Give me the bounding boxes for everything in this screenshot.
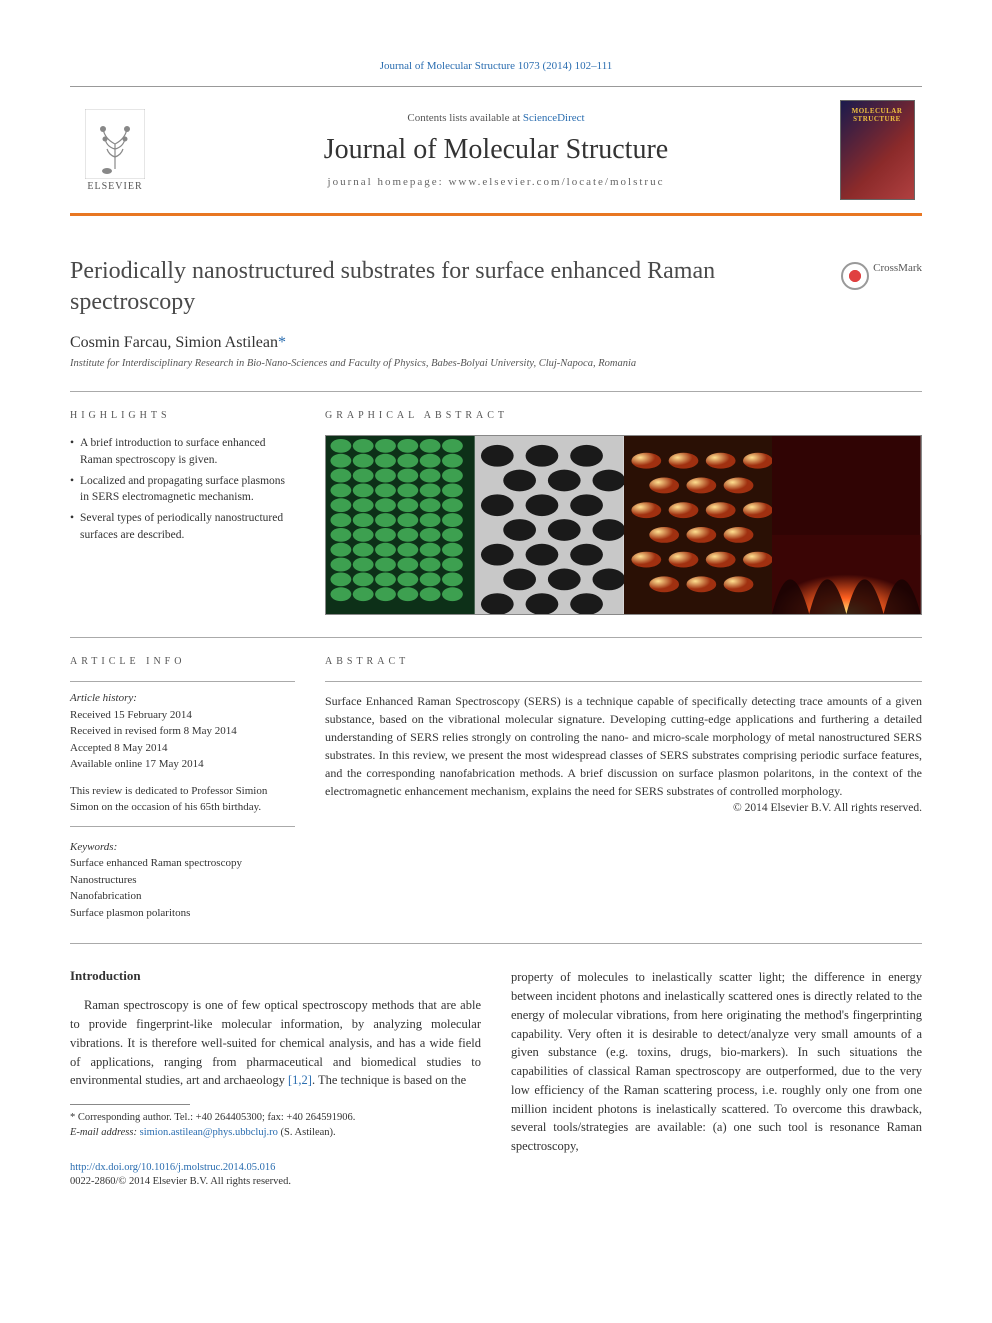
doi-link[interactable]: http://dx.doi.org/10.1016/j.molstruc.201…: [70, 1162, 275, 1173]
crossmark-label: CrossMark: [873, 262, 922, 274]
footer: http://dx.doi.org/10.1016/j.molstruc.201…: [70, 1161, 481, 1190]
divider: [70, 391, 922, 392]
history-item: Received 15 February 2014: [70, 707, 295, 724]
publisher-name: ELSEVIER: [87, 181, 142, 192]
citation-link[interactable]: Journal of Molecular Structure 1073 (201…: [380, 60, 613, 72]
sciencedirect-link[interactable]: ScienceDirect: [523, 112, 585, 124]
body-paragraph: property of molecules to inelastically s…: [511, 968, 922, 1156]
ga-panel-3: [624, 436, 773, 614]
highlights-list: A brief introduction to surface enhanced…: [70, 435, 295, 543]
divider: [325, 681, 922, 682]
highlights-heading: HIGHLIGHTS: [70, 410, 295, 421]
abstract-copyright: © 2014 Elsevier B.V. All rights reserved…: [325, 802, 922, 814]
corresponding-footnote: * Corresponding author. Tel.: +40 264405…: [70, 1111, 481, 1140]
ga-panel-2: [475, 436, 624, 614]
email-label: E-mail address:: [70, 1127, 137, 1138]
email-link[interactable]: simion.astilean@phys.ubbcluj.ro: [140, 1127, 278, 1138]
journal-header: ELSEVIER Contents lists available at Sci…: [70, 86, 922, 216]
highlight-item: A brief introduction to surface enhanced…: [70, 435, 295, 468]
affiliation: Institute for Interdisciplinary Research…: [70, 358, 922, 369]
keyword: Nanostructures: [70, 872, 295, 889]
corresponding-marker: *: [278, 334, 286, 351]
divider: [70, 943, 922, 944]
graphical-abstract: [325, 435, 922, 615]
crossmark-icon: [841, 262, 869, 290]
highlight-item: Several types of periodically nanostruct…: [70, 510, 295, 543]
ga-panel-4: [772, 436, 921, 614]
graphical-abstract-heading: GRAPHICAL ABSTRACT: [325, 410, 922, 421]
body-paragraph: Raman spectroscopy is one of few optical…: [70, 996, 481, 1090]
article-title: Periodically nanostructured substrates f…: [70, 256, 841, 318]
footnote-divider: [70, 1104, 190, 1105]
top-citation: Journal of Molecular Structure 1073 (201…: [70, 60, 922, 72]
history-item: Received in revised form 8 May 2014: [70, 723, 295, 740]
keyword: Surface plasmon polaritons: [70, 905, 295, 922]
ga-panel-1: [326, 436, 475, 614]
history-label: Article history:: [70, 690, 295, 707]
history-item: Available online 17 May 2014: [70, 756, 295, 773]
journal-cover-text: MOLECULAR STRUCTURE: [841, 101, 914, 123]
contents-available: Contents lists available at ScienceDirec…: [160, 112, 832, 124]
divider: [70, 681, 295, 682]
article-info: Article history: Received 15 February 20…: [70, 690, 295, 921]
intro-heading: Introduction: [70, 968, 481, 984]
issn-copyright: 0022-2860/© 2014 Elsevier B.V. All right…: [70, 1175, 481, 1190]
journal-name: Journal of Molecular Structure: [160, 134, 832, 166]
crossmark-badge[interactable]: CrossMark: [841, 256, 922, 318]
keywords-label: Keywords:: [70, 839, 295, 856]
elsevier-tree-icon: [85, 109, 145, 179]
journal-cover: MOLECULAR STRUCTURE: [832, 87, 922, 213]
publisher-logo: ELSEVIER: [70, 87, 160, 213]
divider: [70, 826, 295, 827]
abstract-text: Surface Enhanced Raman Spectroscopy (SER…: [325, 692, 922, 800]
divider: [70, 637, 922, 638]
article-info-heading: ARTICLE INFO: [70, 656, 295, 667]
dedication: This review is dedicated to Professor Si…: [70, 783, 295, 816]
authors: Cosmin Farcau, Simion Astilean*: [70, 334, 922, 352]
journal-homepage: journal homepage: www.elsevier.com/locat…: [160, 176, 832, 188]
abstract-heading: ABSTRACT: [325, 656, 922, 667]
history-item: Accepted 8 May 2014: [70, 740, 295, 757]
reference-link[interactable]: [1,2]: [288, 1073, 312, 1087]
keyword: Nanofabrication: [70, 888, 295, 905]
keyword: Surface enhanced Raman spectroscopy: [70, 855, 295, 872]
highlight-item: Localized and propagating surface plasmo…: [70, 473, 295, 506]
